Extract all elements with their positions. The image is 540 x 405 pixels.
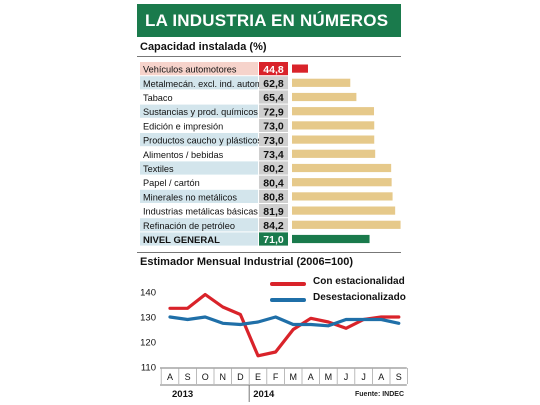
estimator-chart-title: Estimador Mensual Industrial (2006=100) [140,256,354,268]
category-row-bg [140,62,258,76]
value-cell-bg [259,62,288,76]
bar [292,121,375,130]
y-tick-label: 110 [141,363,156,374]
category-row-bg [140,218,258,232]
category-label: Vehículos automotores [143,65,237,75]
value-cell-bg [259,175,288,189]
data-label: 71,0 [263,234,284,246]
x-tick-label: J [361,372,366,382]
value-cell-bg [259,104,288,118]
category-row-bg [140,104,258,118]
data-label: 62,8 [263,78,284,90]
data-label: 84,2 [263,220,284,232]
bar [292,178,392,187]
data-label: 44,8 [263,64,284,76]
legend-swatch-desestacionalizado [270,298,306,302]
data-label: 80,8 [263,192,284,204]
y-tick-label: 130 [140,313,156,324]
legend-swatch-con-estacionalidad [270,282,306,286]
category-label: Productos caucho y plásticos [143,136,262,146]
value-cell-bg [259,147,288,161]
x-tick-label: D [237,372,244,382]
data-label: 81,9 [263,206,284,218]
year-label-2013: 2013 [172,389,193,400]
value-cell-bg [259,133,288,147]
bar [292,92,357,102]
x-tick-label: A [167,372,173,382]
infographic-title: LA INDUSTRIA EN NÚMEROS [137,4,401,37]
legend-label-desestacionalizado: Desestacionalizado [313,292,406,303]
category-row-bg [140,161,258,175]
y-tick-label: 140 [140,288,156,299]
data-label: 80,4 [263,177,284,189]
data-label: 72,9 [263,106,284,118]
bar [292,149,376,158]
bar [292,192,393,201]
bar [292,64,308,73]
category-label: Refinación de petróleo [143,221,235,231]
divider-middle [137,252,401,253]
data-label: 73,4 [263,149,284,161]
x-tick-label: S [185,372,191,382]
data-label: 80,2 [263,163,284,175]
value-cell-bg [259,204,288,218]
legend-label-con-estacionalidad: Con estacionalidad [313,276,405,287]
data-label: 73,0 [263,121,284,133]
category-row-bg [140,118,258,132]
x-tick-label: A [308,372,314,382]
y-tick-label: 120 [140,338,156,349]
value-cell-bg [259,161,288,175]
source-note: Fuente: INDEC [355,391,404,398]
category-row-bg [140,147,258,161]
category-row-bg [140,90,258,104]
bar [292,107,375,116]
category-label: Alimentos / bebidas [143,150,224,160]
category-label: Sustancias y prod. químicos [143,107,258,117]
series-line-desestacionalizado [168,315,401,328]
category-row-bg [140,204,258,218]
category-label: Industrias metálicas básicas [143,207,258,217]
category-row-bg [140,232,258,246]
category-row-bg [140,76,258,90]
category-label: Edición e impresión [143,121,223,131]
x-tick-label: M [289,372,297,382]
data-label: 73,0 [263,135,284,147]
bar [292,135,375,144]
x-tick-label: O [202,372,209,382]
x-tick-label: F [273,372,279,382]
x-tick-label: S [396,372,402,382]
value-cell-bg [259,218,288,232]
bar [292,78,351,87]
data-label: 65,4 [263,92,284,104]
value-cell-bg [259,118,288,132]
year-label-2014: 2014 [253,389,275,400]
category-label: Tabaco [143,93,173,103]
category-row-bg [140,175,258,189]
value-cell-bg [259,189,288,203]
bar [292,234,370,244]
category-label: Minerales no metálicos [143,192,237,202]
value-cell-bg [259,90,288,104]
category-row-bg [140,189,258,203]
category-label: Metalmecán. excl. ind. autom. [143,79,265,89]
category-row-bg [140,133,258,147]
value-cell-bg [259,76,288,90]
category-label: Papel / cartón [143,178,200,188]
category-label: NIVEL GENERAL [143,235,220,246]
capacity-chart-title: Capacidad instalada (%) [140,41,267,53]
x-tick-label: N [220,372,227,382]
x-tick-label: A [378,372,384,382]
bar [292,163,392,173]
bar [292,220,401,229]
category-label: Textiles [143,164,174,174]
x-tick-label: E [255,372,261,382]
bar [292,206,396,215]
divider-top [137,56,401,57]
x-tick-label: J [344,372,349,382]
value-cell-bg [259,232,288,246]
series-line-con-estacionalidad [168,292,401,358]
x-tick-label: M [325,372,333,382]
